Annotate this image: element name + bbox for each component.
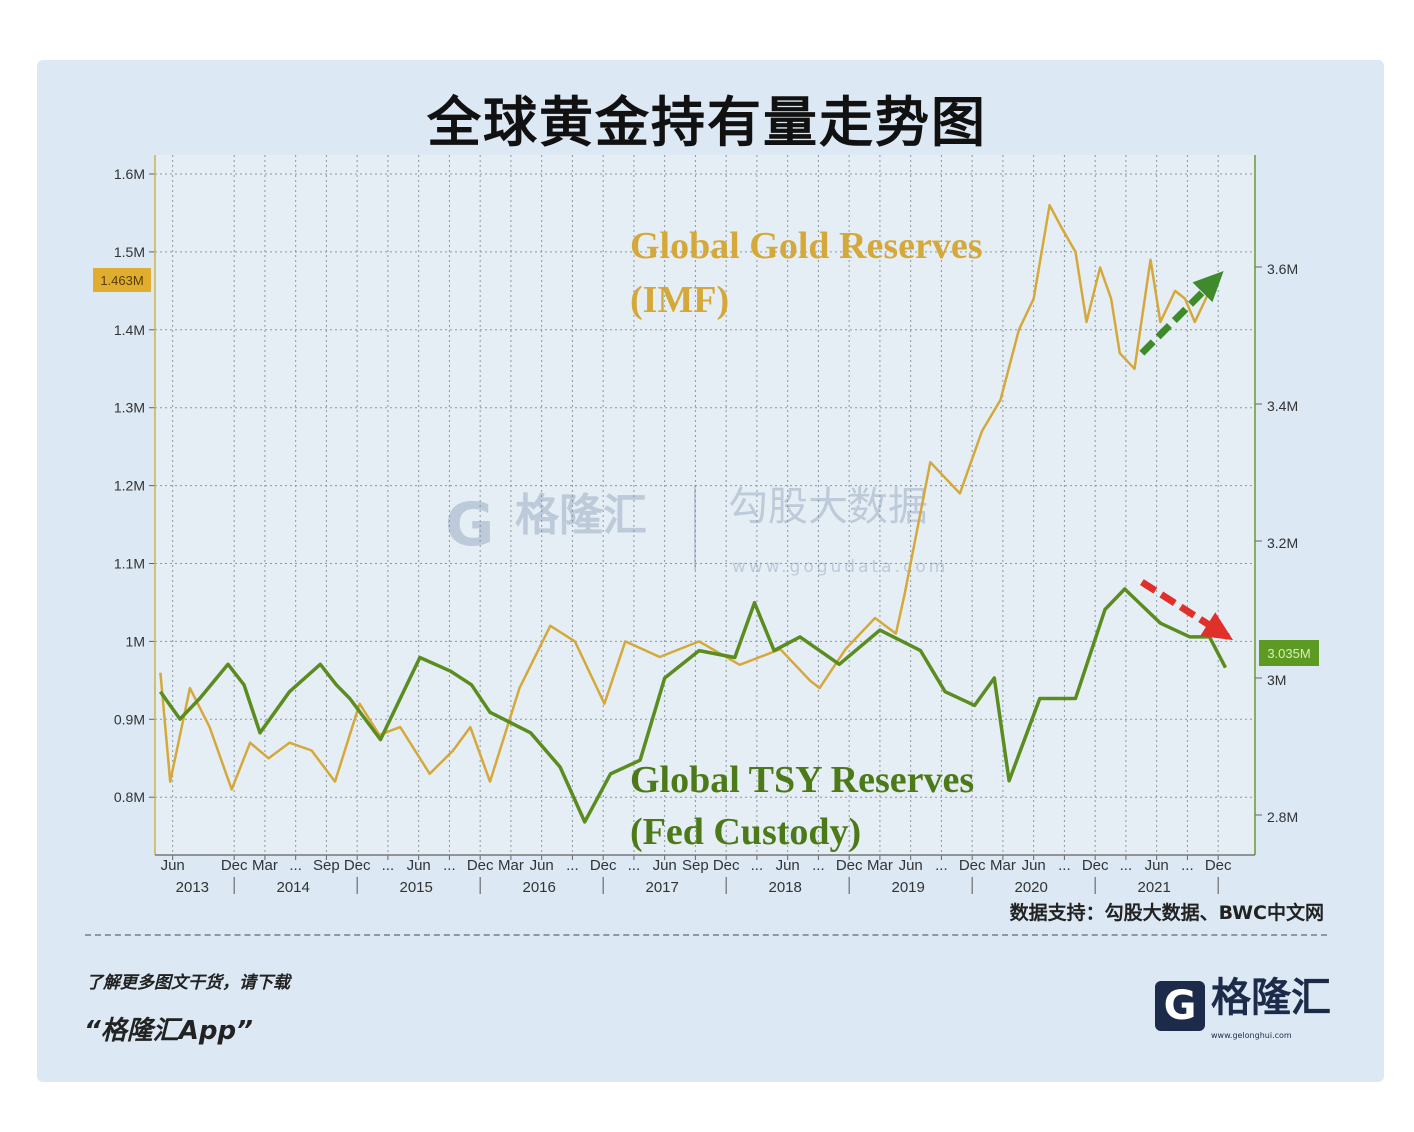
- x-month-label: ...: [566, 857, 579, 874]
- left-y-tick-label: 0.9M: [114, 711, 145, 727]
- x-month-label: ...: [443, 857, 456, 874]
- x-year-label: 2017: [646, 879, 679, 896]
- logo-url: www.gelonghui.com: [1211, 1031, 1292, 1040]
- x-month-label: ...: [812, 857, 825, 874]
- x-month-label: Mar: [990, 857, 1016, 874]
- chart-title: 全球黄金持有量走势图: [427, 91, 987, 154]
- series-labels: Global Gold Reserves (IMF) Global TSY Re…: [630, 225, 983, 853]
- watermark-url: www.gogudata.com: [732, 557, 948, 577]
- gold-badge-bg: [93, 268, 151, 292]
- watermark: G 格隆汇 勾股大数据 www.gogudata.com: [445, 484, 948, 577]
- x-year-label: 2019: [892, 879, 925, 896]
- logo-text-block: 格隆汇 www.gelonghui.com: [1211, 970, 1331, 1041]
- left-y-tick-label: 1.5M: [114, 244, 145, 260]
- x-year-label: 2015: [400, 879, 433, 896]
- series-lines: [158, 203, 1228, 824]
- right-y-tick-label: 2.8M: [1267, 809, 1298, 825]
- tsy-series-sublabel: (Fed Custody): [630, 811, 861, 853]
- logo-name: 格隆汇: [1211, 975, 1331, 1021]
- watermark-brand2: 勾股大数据: [728, 484, 928, 530]
- x-month-label: Jun: [653, 857, 677, 874]
- x-month-label: Dec: [221, 857, 248, 874]
- down-trend-arrow: [1140, 579, 1230, 640]
- x-month-label: Jun: [1022, 857, 1046, 874]
- x-month-label: Dec: [590, 857, 617, 874]
- left-y-tick-label: 1M: [126, 633, 145, 649]
- x-month-label: Jun: [776, 857, 800, 874]
- x-year-label: 2016: [523, 879, 556, 896]
- up-trend-arrow: [1139, 272, 1222, 356]
- x-year-label: 2013: [176, 879, 209, 896]
- x-month-label: ...: [289, 857, 302, 874]
- x-month-label: ...: [751, 857, 764, 874]
- left-y-tick-label: 1.6M: [114, 166, 145, 182]
- tsy-badge-bg: [1259, 640, 1319, 666]
- gold-last-value-badge: 1.463M: [93, 268, 151, 292]
- divider: [85, 934, 1327, 936]
- x-month-label: ...: [628, 857, 641, 874]
- left-y-tick-label: 1.3M: [114, 400, 145, 416]
- x-month-label: Jun: [407, 857, 431, 874]
- x-month-label: Mar: [252, 857, 278, 874]
- tsy-last-value: 3.035M: [1267, 646, 1310, 661]
- x-month-label: Jun: [161, 857, 185, 874]
- tsy-last-value-badge: 3.035M: [1259, 640, 1319, 666]
- left-y-tick-label: 1.4M: [114, 322, 145, 338]
- x-month-label: Dec: [959, 857, 986, 874]
- down-arrow-head-icon: [1200, 612, 1234, 641]
- x-month-label: ...: [382, 857, 395, 874]
- left-y-tick-label: 0.8M: [114, 789, 145, 805]
- tsy-series-label: Global TSY Reserves: [630, 759, 974, 801]
- up-arrow-head-icon: [1192, 271, 1224, 303]
- x-month-label: Sep: [682, 857, 709, 874]
- promo-app-name: “格隆汇App”: [84, 1016, 253, 1046]
- x-month-label: Dec: [1082, 857, 1109, 874]
- data-source: 数据支持：勾股大数据、BWC中文网: [1009, 902, 1324, 924]
- gold-series-label: Global Gold Reserves: [630, 225, 983, 267]
- watermark-brand1: 格隆汇: [515, 490, 647, 541]
- x-month-label: Dec: [713, 857, 740, 874]
- axes: Jun Dec Mar... Sep Dec... Jun... Dec Mar Jun... D…: [114, 155, 1298, 896]
- x-month-label: ...: [1181, 857, 1194, 874]
- x-year-label: 2021: [1138, 879, 1171, 896]
- x-month-label: Jun: [1145, 857, 1169, 874]
- left-y-tick-label: 1.1M: [114, 556, 145, 572]
- grid: [155, 155, 1255, 855]
- left-y-tick-label: 1.2M: [114, 478, 145, 494]
- x-month-label: ...: [1058, 857, 1071, 874]
- gold-last-value: 1.463M: [100, 273, 143, 288]
- x-month-label: Dec: [836, 857, 863, 874]
- watermark-logo-mark: G: [445, 490, 494, 560]
- x-month-label: Jun: [899, 857, 923, 874]
- promo-text: 了解更多图文干货，请下载: [86, 973, 290, 993]
- gold-reserves-line: [159, 203, 1215, 791]
- gold-series-sublabel: (IMF): [630, 279, 729, 321]
- x-month-label: Dec: [467, 857, 494, 874]
- x-month-label: Sep: [313, 857, 340, 874]
- plot-area: [155, 155, 1255, 855]
- tsy-reserves-line: [158, 587, 1228, 824]
- x-month-label: Mar: [867, 857, 893, 874]
- right-y-tick-label: 3M: [1267, 672, 1286, 688]
- x-year-label: 2014: [277, 879, 310, 896]
- x-month-label: ...: [1120, 857, 1133, 874]
- x-year-label: 2018: [769, 879, 802, 896]
- x-month-label: Mar: [498, 857, 524, 874]
- right-y-tick-label: 3.4M: [1267, 398, 1298, 414]
- x-year-label: 2020: [1015, 879, 1048, 896]
- annotations: [1139, 271, 1234, 641]
- x-month-label: Jun: [530, 857, 554, 874]
- logo-mark-icon: G: [1155, 980, 1205, 1031]
- x-month-label: Dec: [344, 857, 371, 874]
- right-y-tick-label: 3.2M: [1267, 535, 1298, 551]
- brand-logo: G 格隆汇 www.gelonghui.com: [1155, 970, 1331, 1041]
- x-month-label: Dec: [1205, 857, 1232, 874]
- right-y-tick-label: 3.6M: [1267, 261, 1298, 277]
- x-month-label: ...: [935, 857, 948, 874]
